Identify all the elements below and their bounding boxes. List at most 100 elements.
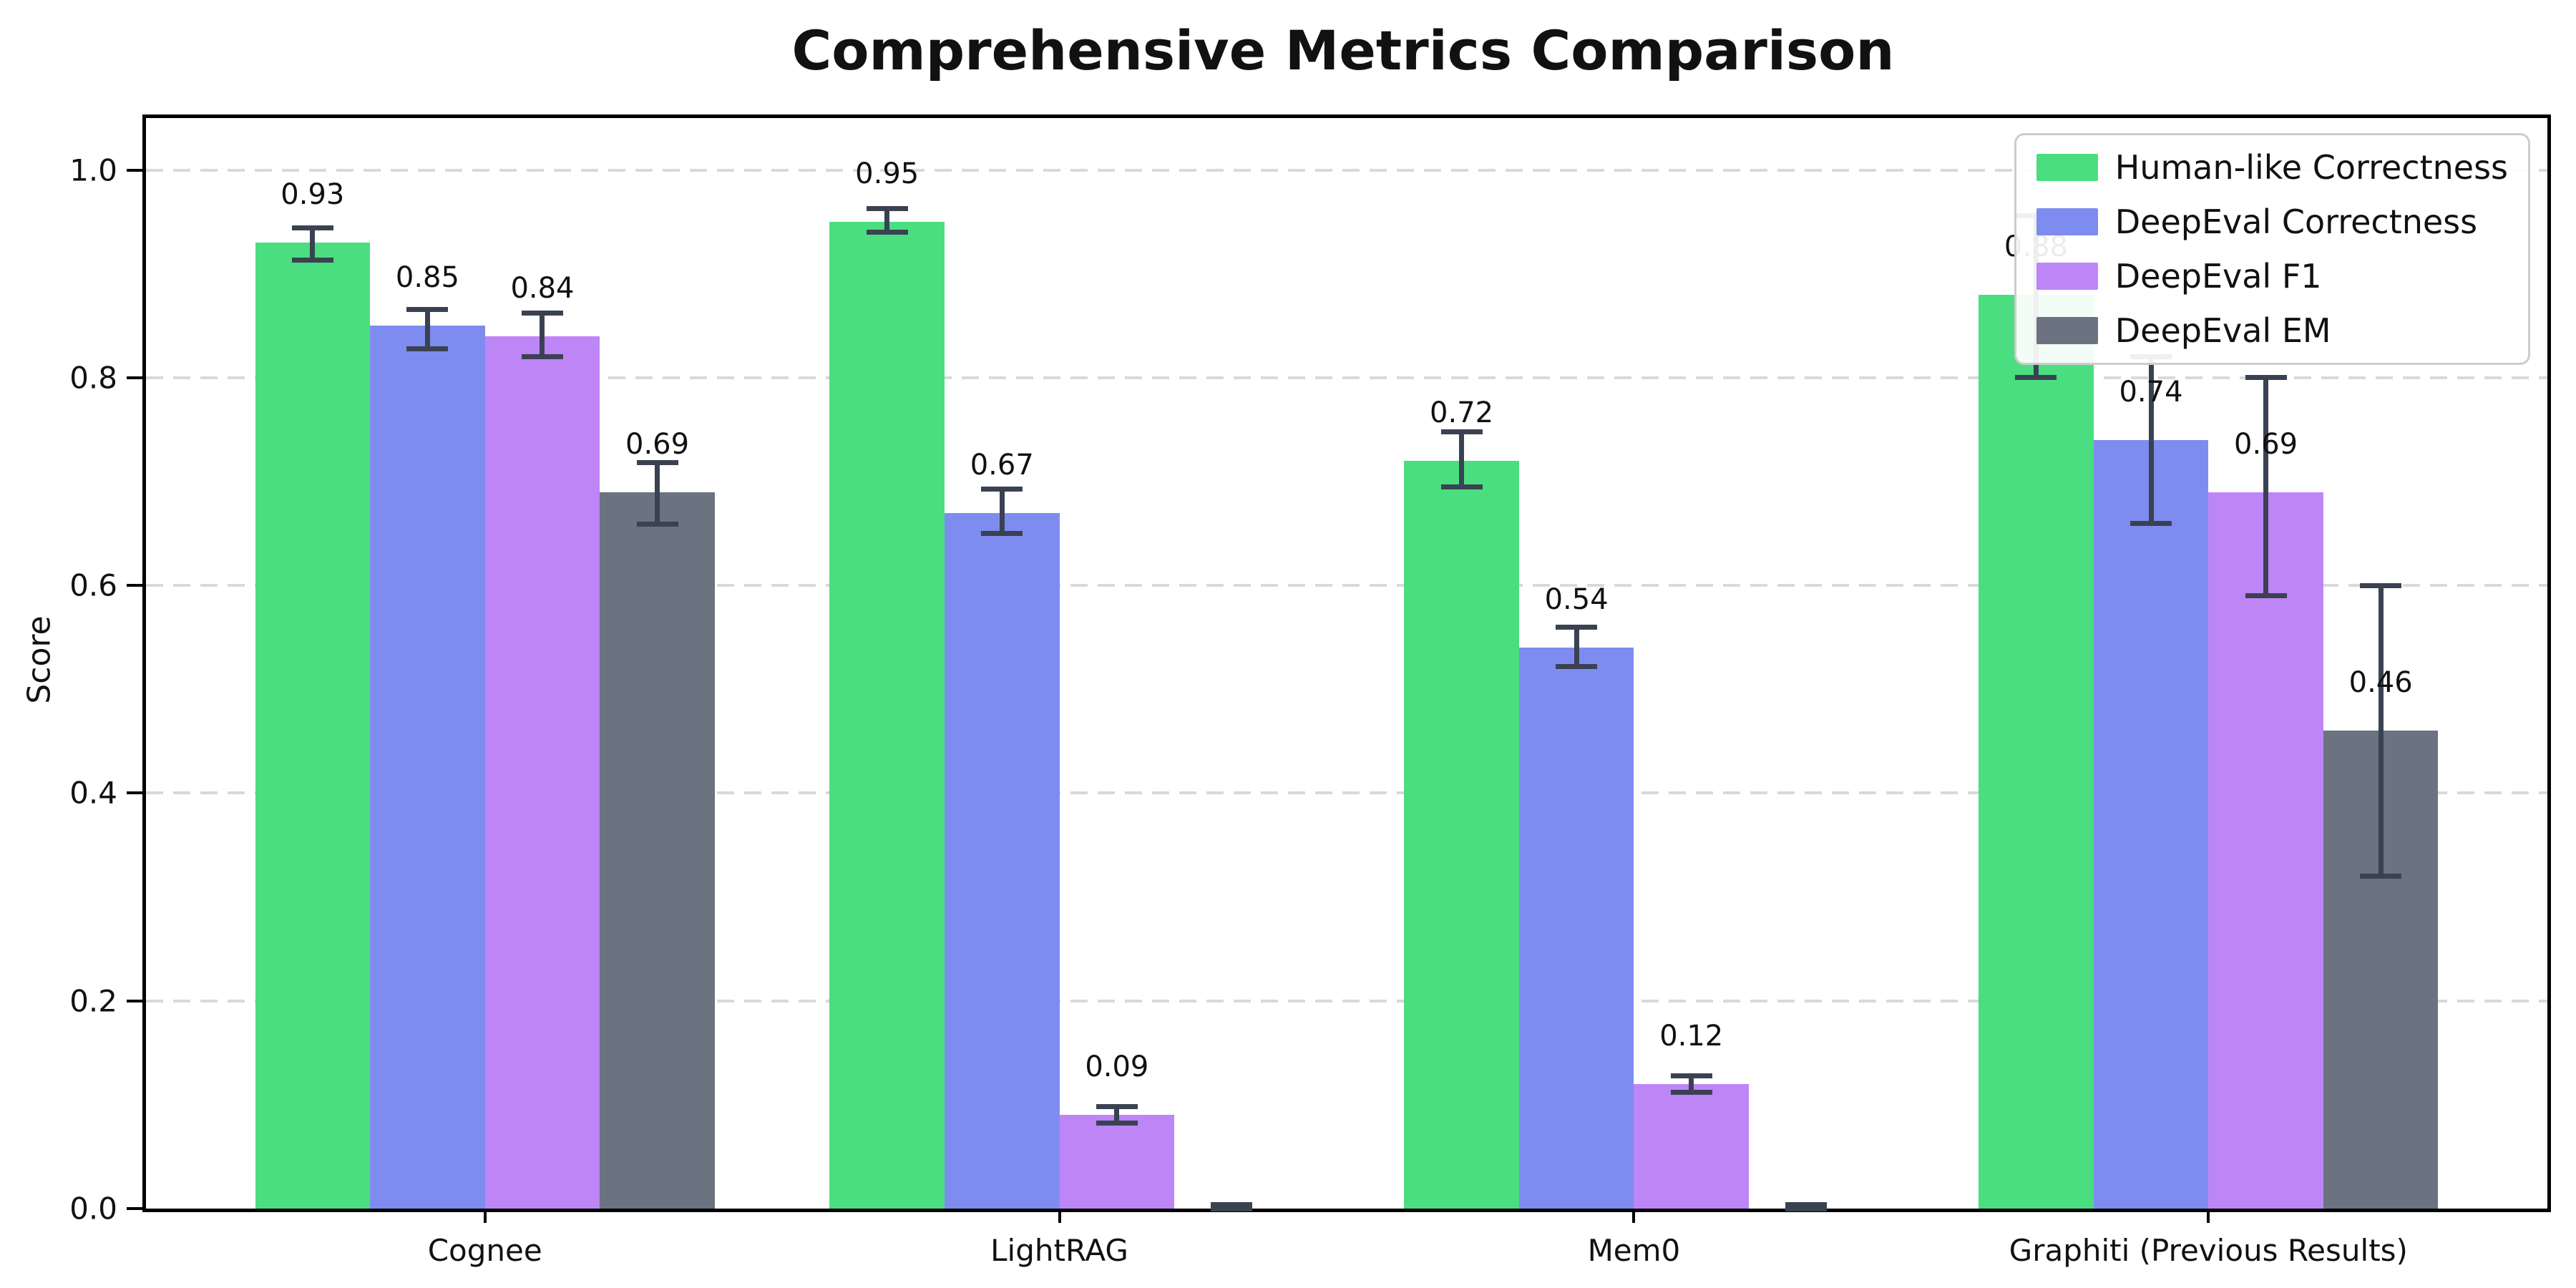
error-bar-deepeval-f1-cognee <box>540 313 545 357</box>
error-bar-cap-bottom-deepeval-correctness-lightrag <box>981 531 1023 537</box>
legend-item-deepeval-em: DeepEval EM <box>2036 311 2508 350</box>
error-bar-cap-top-human-like-correctness-mem0 <box>1440 429 1483 434</box>
error-bar-cap-bottom-deepeval-correctness-mem0 <box>1556 663 1598 669</box>
gridline-0.2 <box>146 999 2547 1002</box>
error-bar-deepeval-em-graphiti-previous-results <box>2378 585 2384 877</box>
bar-deepeval-f1-cognee <box>484 336 600 1209</box>
error-bar-human-like-correctness-cognee <box>310 228 316 260</box>
value-label-human-like-correctness-lightrag: 0.95 <box>855 157 919 191</box>
error-bar-cap-bottom-deepeval-em-graphiti-previous-results <box>2360 874 2402 879</box>
error-bar-cap-bottom-human-like-correctness-mem0 <box>1440 484 1483 489</box>
value-label-deepeval-f1-mem0: 0.12 <box>1659 1019 1724 1053</box>
error-bar-deepeval-correctness-lightrag <box>999 489 1005 534</box>
x-tick-label-lightrag: LightRAG <box>990 1233 1128 1268</box>
legend-swatch-deepeval-correctness <box>2036 208 2098 235</box>
y-tick-label-0.8: 0.8 <box>69 360 117 396</box>
error-bar-cap-bottom-deepeval-f1-mem0 <box>1670 1089 1712 1095</box>
bar-deepeval-correctness-mem0 <box>1518 648 1634 1209</box>
value-label-human-like-correctness-mem0: 0.72 <box>1430 396 1494 429</box>
error-bar-deepeval-f1-lightrag <box>1114 1106 1120 1123</box>
error-bar-cap-bottom-human-like-correctness-lightrag <box>866 230 908 235</box>
legend-item-deepeval-f1: DeepEval F1 <box>2036 257 2508 296</box>
error-bar-cap-bottom-deepeval-correctness-graphiti-previous-results <box>2130 520 2172 526</box>
error-bar-cap-top-deepeval-f1-cognee <box>521 311 563 316</box>
error-bar-deepeval-correctness-mem0 <box>1574 627 1579 667</box>
error-bar-cap-top-human-like-correctness-lightrag <box>866 205 908 211</box>
bar-deepeval-f1-graphiti-previous-results <box>2208 492 2323 1209</box>
bar-deepeval-correctness-graphiti-previous-results <box>2093 439 2209 1209</box>
error-bar-cap-bottom-deepeval-em-lightrag <box>1211 1206 1253 1211</box>
error-bar-cap-bottom-deepeval-correctness-cognee <box>406 346 449 351</box>
value-label-deepeval-em-cognee: 0.69 <box>625 427 690 461</box>
y-axis-label: Score <box>21 615 58 704</box>
value-label-deepeval-f1-cognee: 0.84 <box>510 271 575 305</box>
error-bar-cap-top-deepeval-f1-lightrag <box>1096 1104 1138 1110</box>
error-bar-cap-bottom-deepeval-f1-cognee <box>521 354 563 360</box>
legend-label-deepeval-em: DeepEval EM <box>2114 311 2331 350</box>
y-tick-0.4 <box>127 791 142 795</box>
y-tick-0.6 <box>127 584 142 587</box>
gridline-0.6 <box>146 584 2547 587</box>
error-bar-cap-bottom-deepeval-f1-lightrag <box>1096 1121 1138 1126</box>
bar-deepeval-correctness-cognee <box>370 326 485 1209</box>
error-bar-cap-bottom-deepeval-em-cognee <box>636 522 678 527</box>
error-bar-cap-top-deepeval-em-lightrag <box>1211 1201 1253 1207</box>
value-label-deepeval-correctness-mem0: 0.54 <box>1544 583 1609 617</box>
legend-item-human-like-correctness: Human-like Correctness <box>2036 148 2508 187</box>
error-bar-cap-top-deepeval-correctness-lightrag <box>981 486 1023 492</box>
error-bar-human-like-correctness-mem0 <box>1459 431 1465 487</box>
legend-swatch-human-like-correctness <box>2036 154 2098 181</box>
y-tick-0.2 <box>127 999 142 1002</box>
error-bar-cap-bottom-deepeval-f1-graphiti-previous-results <box>2245 593 2287 599</box>
value-label-deepeval-correctness-lightrag: 0.67 <box>970 448 1034 482</box>
y-tick-0.8 <box>127 376 142 379</box>
y-tick-label-0.4: 0.4 <box>69 775 117 811</box>
legend: Human-like Correctness DeepEval Correctne… <box>2014 133 2530 365</box>
error-bar-cap-top-deepeval-correctness-mem0 <box>1556 624 1598 630</box>
error-bar-cap-top-deepeval-correctness-cognee <box>406 306 449 312</box>
error-bar-deepeval-correctness-cognee <box>424 309 430 349</box>
bar-human-like-correctness-cognee <box>255 243 371 1209</box>
chart-title: Comprehensive Metrics Comparison <box>791 19 1895 82</box>
x-tick-graphiti-previous-results <box>2207 1209 2210 1223</box>
error-bar-human-like-correctness-lightrag <box>884 208 890 233</box>
y-tick-label-0.6: 0.6 <box>69 567 117 603</box>
bar-human-like-correctness-graphiti-previous-results <box>1979 294 2094 1209</box>
value-label-deepeval-f1-graphiti-previous-results: 0.69 <box>2234 427 2298 461</box>
error-bar-cap-bottom-deepeval-em-mem0 <box>1785 1206 1828 1211</box>
x-tick-label-mem0: Mem0 <box>1587 1233 1681 1268</box>
bar-deepeval-em-cognee <box>600 492 715 1209</box>
x-tick-label-cognee: Cognee <box>427 1233 542 1268</box>
y-tick-label-0.2: 0.2 <box>69 983 117 1019</box>
error-bar-deepeval-em-cognee <box>655 462 660 525</box>
x-tick-label-graphiti-previous-results: Graphiti (Previous Results) <box>2009 1233 2408 1268</box>
legend-swatch-deepeval-f1 <box>2036 263 2098 290</box>
y-tick-label-1.0: 1.0 <box>69 152 117 188</box>
bar-deepeval-f1-mem0 <box>1634 1083 1749 1209</box>
error-bar-cap-top-deepeval-f1-mem0 <box>1670 1073 1712 1078</box>
error-bar-cap-bottom-human-like-correctness-graphiti-previous-results <box>2015 375 2057 381</box>
y-tick-0.0 <box>127 1207 142 1210</box>
bar-deepeval-correctness-lightrag <box>944 512 1060 1209</box>
bar-human-like-correctness-lightrag <box>829 222 945 1209</box>
value-label-deepeval-em-graphiti-previous-results: 0.46 <box>2348 666 2413 700</box>
x-tick-lightrag <box>1058 1209 1061 1223</box>
value-label-deepeval-correctness-cognee: 0.85 <box>395 261 459 295</box>
gridline-1.0 <box>146 168 2547 172</box>
error-bar-cap-bottom-human-like-correctness-cognee <box>291 258 333 263</box>
legend-item-deepeval-correctness: DeepEval Correctness <box>2036 203 2508 241</box>
error-bar-deepeval-correctness-graphiti-previous-results <box>2148 356 2154 524</box>
y-tick-1.0 <box>127 168 142 172</box>
legend-label-deepeval-f1: DeepEval F1 <box>2114 257 2322 296</box>
bar-human-like-correctness-mem0 <box>1404 460 1519 1209</box>
legend-label-human-like-correctness: Human-like Correctness <box>2114 148 2508 187</box>
error-bar-cap-top-deepeval-f1-graphiti-previous-results <box>2245 375 2287 381</box>
x-tick-mem0 <box>1632 1209 1636 1223</box>
error-bar-cap-top-human-like-correctness-cognee <box>291 225 333 231</box>
value-label-human-like-correctness-cognee: 0.93 <box>280 178 345 212</box>
gridline-0.8 <box>146 376 2547 379</box>
y-tick-label-0.0: 0.0 <box>69 1191 117 1226</box>
error-bar-deepeval-f1-graphiti-previous-results <box>2263 377 2269 596</box>
bar-deepeval-f1-lightrag <box>1059 1115 1175 1209</box>
